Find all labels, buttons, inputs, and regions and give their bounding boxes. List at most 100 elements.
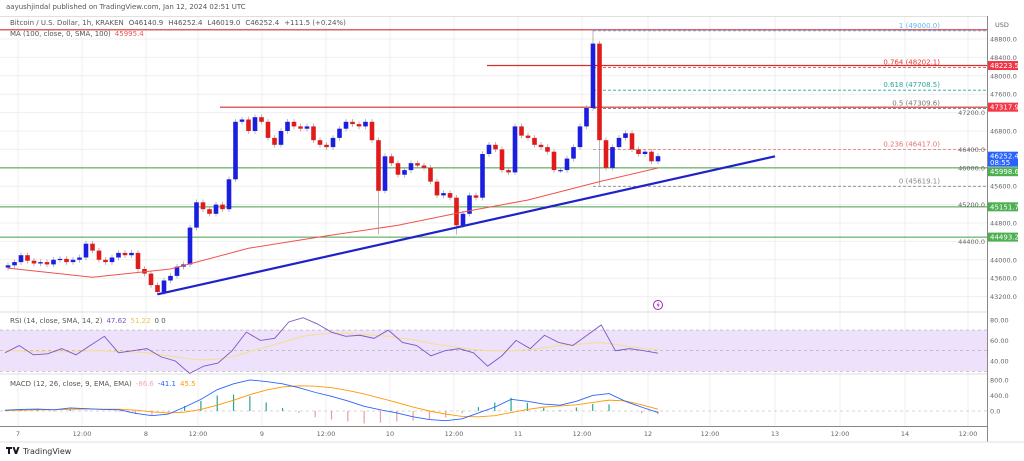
price-tick: 44000.0 <box>990 256 1017 264</box>
candle-up <box>655 156 661 162</box>
macd-histogram-bar <box>379 411 382 423</box>
candle-down <box>155 285 160 292</box>
macd-histogram-bar <box>510 397 512 411</box>
price-badge <box>988 61 1018 71</box>
ma-label[interactable]: MA (100, close, 0, SMA, 100) <box>10 30 111 38</box>
macd-hist-value: -86.6 <box>136 380 155 388</box>
fib-label: 0.764 (48202.1) <box>883 59 940 67</box>
time-tick: 8 <box>144 430 148 438</box>
candle-up <box>70 259 76 263</box>
macd-tick: 400.0 <box>990 392 1009 400</box>
candle-up <box>584 108 589 127</box>
time-tick: 12:00 <box>573 430 592 438</box>
candle-down <box>421 165 427 168</box>
candle-down <box>200 202 206 210</box>
ohlc-close: C46252.4 <box>245 19 279 27</box>
candle-up <box>441 193 446 196</box>
macd-histogram-bar <box>135 411 137 415</box>
candle-up <box>363 121 368 127</box>
macd-histogram-bar <box>265 402 267 411</box>
macd-histogram-bar <box>330 411 333 420</box>
candle-down <box>649 151 654 162</box>
macd-histogram-bar <box>281 407 284 411</box>
candle-up <box>402 170 407 175</box>
macd-histogram-bar <box>657 411 659 415</box>
macd-histogram-bar <box>641 411 643 414</box>
candle-up <box>480 154 485 198</box>
price-badge <box>988 151 1018 167</box>
candle-down <box>148 273 154 286</box>
ohlc-change: +111.5 (+0.24%) <box>284 19 346 27</box>
ma100-line <box>7 167 659 278</box>
candle-down <box>629 133 635 150</box>
candle-down <box>317 140 323 145</box>
macd-legend: MACD (12, 26, close, 9, EMA, EMA) -86.6 -4… <box>10 380 196 388</box>
rsi-extra: 0 0 <box>155 317 166 325</box>
macd-histogram-bar <box>183 405 186 411</box>
candle-up <box>408 163 414 171</box>
candle-up <box>577 126 583 148</box>
candle-up <box>512 126 518 173</box>
time-tick: 12:00 <box>189 430 208 438</box>
candle-down <box>103 259 108 263</box>
candle-up <box>285 121 290 131</box>
rsi-label: RSI (14, close, SMA, 14, 2) <box>10 317 103 325</box>
candles <box>5 29 661 295</box>
candle-up <box>77 257 82 260</box>
ohlc-open: O46140.9 <box>129 19 163 27</box>
symbol-legend-text: Bitcoin / U.S. Dollar, 1h, KRAKEN O46140.… <box>10 19 346 27</box>
time-tick: 12 <box>644 430 652 438</box>
candle-down <box>122 252 128 256</box>
candle-up <box>187 227 193 265</box>
macd-value: -41.1 <box>158 380 176 388</box>
candle-down <box>31 260 37 264</box>
countdown-label: 08:55 <box>990 159 1010 167</box>
macd-histogram-bar <box>592 404 594 411</box>
candle-down <box>499 149 505 171</box>
macd-histogram-bar <box>314 411 316 418</box>
price-tick: 46400.0 <box>958 146 985 154</box>
macd-histogram-bar <box>412 411 414 421</box>
time-tick: 12:00 <box>959 430 978 438</box>
time-tick: 9 <box>260 430 264 438</box>
price-badge-label: 47317.9 <box>990 104 1019 112</box>
time-axis[interactable]: 7 12:00 8 12:00 9 12:00 10 12:00 11 12:00 12 12:00 1… <box>0 426 1024 443</box>
price-axis[interactable]: USD 48800.0 48400.0 48000.0 47600.0 47200.0 46… <box>958 16 1024 442</box>
symbol-title[interactable]: Bitcoin / U.S. Dollar, 1h, KRAKEN <box>10 19 124 27</box>
price-badge <box>988 167 1018 177</box>
time-tick: 14 <box>901 430 909 438</box>
candle-down <box>291 121 297 127</box>
published-line: aayushjindal published on TradingView.co… <box>6 3 246 11</box>
macd-histogram-bar <box>477 407 480 411</box>
macd-histogram-bar <box>608 404 610 411</box>
candle-up <box>233 121 238 180</box>
candle-down <box>545 147 550 152</box>
currency-label: USD <box>995 21 1009 29</box>
price-tick: 46000.0 <box>958 164 985 172</box>
time-tick: 12:00 <box>73 430 92 438</box>
price-tick: 45600.0 <box>990 183 1017 191</box>
candle-up <box>304 126 310 129</box>
fib-label: 0.618 (47708.5) <box>883 81 940 89</box>
candle-up <box>83 243 89 258</box>
rsi-tick: 60.00 <box>990 337 1009 345</box>
candle-up <box>337 128 342 138</box>
candle-up <box>330 137 336 148</box>
macd-histogram-bar <box>37 410 39 411</box>
candle-down <box>506 170 511 173</box>
candle-down <box>538 144 544 148</box>
candle-down <box>324 144 329 148</box>
candle-down <box>369 121 375 141</box>
candle-down <box>246 119 251 131</box>
time-tick: 7 <box>16 430 20 438</box>
time-tick: 13 <box>771 430 779 438</box>
ohlc-high: H46252.4 <box>168 19 203 27</box>
macd-histogram-bar <box>53 411 55 412</box>
candle-down <box>532 137 537 145</box>
price-tick: 44800.0 <box>990 220 1017 228</box>
alert-icon[interactable] <box>653 300 663 310</box>
macd-histogram-bar <box>151 411 153 415</box>
candle-down <box>25 255 30 261</box>
candle-up <box>564 158 570 171</box>
